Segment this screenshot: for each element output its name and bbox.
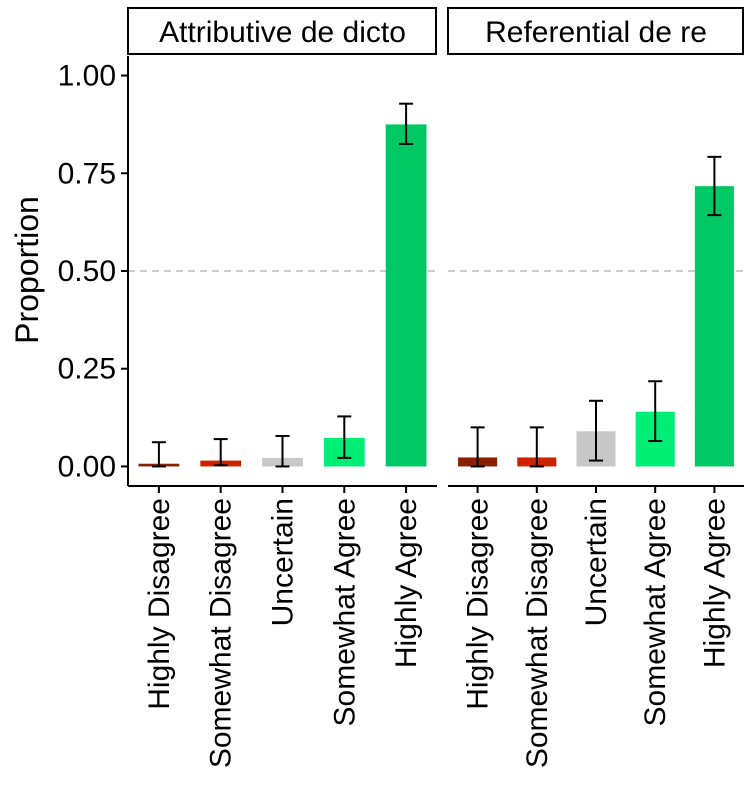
x-tick-label: Highly Agree bbox=[390, 498, 423, 668]
error-bar bbox=[589, 399, 603, 462]
facet-title: Attributive de dicto bbox=[159, 16, 406, 49]
error-bar bbox=[648, 380, 663, 443]
facet-title: Referential de re bbox=[485, 16, 707, 49]
y-tick-label: 1.00 bbox=[58, 60, 116, 93]
x-tick-label: Somewhat Agree bbox=[328, 498, 361, 726]
x-tick-label: Somewhat Disagree bbox=[205, 498, 238, 768]
axes-layer: 0.00 0.25 0.50 0.75 1.00 Highly Disagree Somew… bbox=[58, 56, 744, 768]
error-bar bbox=[399, 102, 414, 145]
bar bbox=[694, 186, 734, 467]
y-tick-label: 0.75 bbox=[58, 157, 116, 190]
error-bar bbox=[275, 434, 290, 468]
bars-layer bbox=[138, 102, 734, 468]
x-tick-label: Somewhat Agree bbox=[639, 498, 672, 726]
x-tick-label: Highly Disagree bbox=[462, 498, 495, 710]
facet-strip: Referential de re bbox=[447, 7, 744, 55]
y-tick-label: 0.25 bbox=[58, 353, 116, 386]
error-bar bbox=[707, 155, 722, 217]
facet-strip: Attributive de dicto bbox=[127, 7, 437, 55]
error-bar bbox=[470, 426, 485, 468]
error-bar bbox=[151, 441, 166, 468]
x-tick-label: Somewhat Disagree bbox=[521, 498, 554, 768]
x-tick-label: Uncertain bbox=[267, 498, 300, 626]
error-bar bbox=[213, 438, 228, 467]
y-tick-label: 0.50 bbox=[58, 255, 116, 288]
x-tick-label: Uncertain bbox=[580, 498, 613, 626]
error-bar bbox=[529, 426, 544, 468]
y-tick-label: 0.00 bbox=[58, 450, 116, 483]
x-tick-label: Highly Disagree bbox=[143, 498, 176, 710]
bar bbox=[385, 124, 427, 467]
x-tick-label: Highly Agree bbox=[698, 498, 731, 668]
strips-layer: Attributive de dicto Referential de re bbox=[127, 7, 744, 55]
error-bar bbox=[337, 415, 352, 459]
y-axis-title: Proportion bbox=[9, 196, 45, 344]
